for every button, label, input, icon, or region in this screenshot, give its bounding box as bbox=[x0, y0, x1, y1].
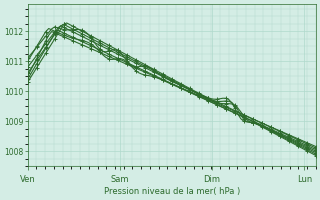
X-axis label: Pression niveau de la mer( hPa ): Pression niveau de la mer( hPa ) bbox=[104, 187, 240, 196]
